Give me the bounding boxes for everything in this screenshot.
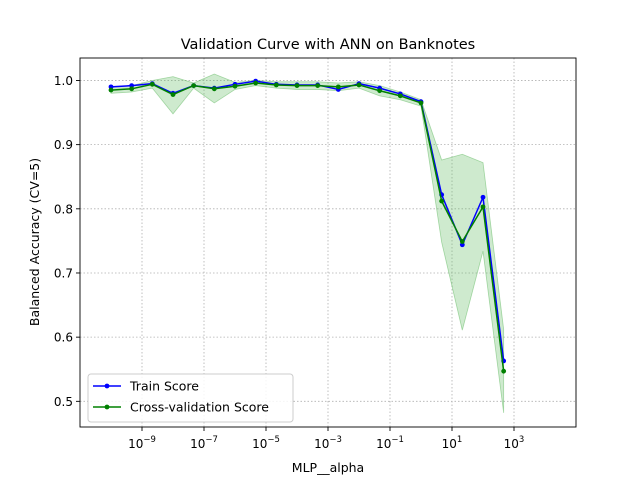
cv-score-point bbox=[397, 93, 403, 99]
cv-score-legend-marker bbox=[104, 404, 110, 410]
x-tick-label: 101 bbox=[442, 435, 463, 451]
cv-score-point bbox=[211, 86, 217, 92]
cv-score-point bbox=[253, 80, 259, 86]
cv-score-band bbox=[110, 73, 505, 413]
train-score-point bbox=[480, 194, 486, 200]
cv-score-point bbox=[480, 204, 486, 210]
cv-score-point bbox=[170, 92, 176, 97]
y-tick-label: 0.6 bbox=[54, 331, 73, 345]
cv-score-point bbox=[149, 81, 155, 87]
legend-box bbox=[87, 373, 294, 423]
x-tick-label: 10−3 bbox=[314, 435, 342, 451]
cv-score-point bbox=[335, 84, 341, 90]
cv-score-point bbox=[108, 87, 114, 93]
cv-score-line bbox=[110, 82, 505, 372]
x-tick-label: 103 bbox=[504, 435, 525, 451]
cv-score-point bbox=[232, 83, 238, 89]
cv-score-point bbox=[356, 82, 362, 88]
cv-score-point bbox=[501, 368, 507, 374]
cv-score-point bbox=[439, 198, 445, 204]
chart-title: Validation Curve with ANN on Banknotes bbox=[181, 37, 476, 53]
x-tick-label: 10−1 bbox=[376, 435, 404, 451]
cv-score-point bbox=[315, 83, 321, 88]
y-axis-label: Balanced Accuracy (CV=5) bbox=[27, 158, 42, 326]
y-tick-label: 1.0 bbox=[54, 74, 73, 88]
x-tick-label: 10−9 bbox=[128, 435, 156, 451]
y-tick-label: 0.9 bbox=[54, 138, 73, 152]
cv-score-point bbox=[377, 88, 383, 94]
y-tick-label: 0.8 bbox=[54, 202, 73, 216]
cv-score-point bbox=[129, 86, 135, 92]
x-tick-label: 10−7 bbox=[190, 435, 218, 451]
cv-score-point bbox=[191, 83, 197, 88]
cv-score-legend-label: Cross-validation Score bbox=[130, 400, 269, 415]
train-score-legend-label: Train Score bbox=[129, 379, 199, 394]
legend: Train Score Cross-validation Score bbox=[87, 373, 294, 423]
train-score-legend-marker bbox=[104, 383, 110, 389]
y-tick-label: 0.5 bbox=[54, 395, 73, 409]
cv-score-point bbox=[273, 82, 279, 88]
y-tick-label: 0.7 bbox=[54, 266, 73, 280]
cv-score-point bbox=[418, 100, 424, 106]
cv-score-point bbox=[459, 239, 465, 244]
x-axis-label: MLP__alpha bbox=[292, 460, 364, 475]
x-tick-label: 10−5 bbox=[252, 435, 280, 451]
cv-score-point bbox=[294, 83, 300, 88]
